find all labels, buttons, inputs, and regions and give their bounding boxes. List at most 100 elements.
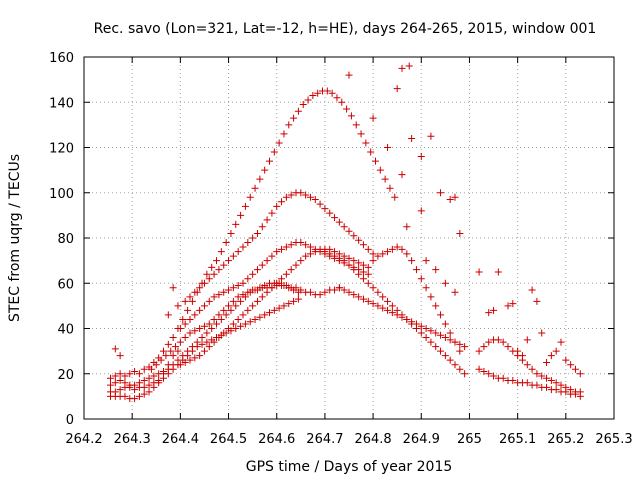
data-point-s7 (111, 379, 119, 387)
data-point-s0 (140, 365, 148, 373)
data-point-s10 (374, 252, 382, 260)
data-point-s0 (227, 229, 235, 237)
data-point-s2 (273, 248, 281, 256)
data-point-s6 (251, 315, 259, 323)
data-point-s0 (164, 340, 172, 348)
data-point-s6 (169, 365, 177, 373)
data-point-s12 (504, 343, 512, 351)
data-point-s6 (135, 392, 143, 400)
data-point-s9 (393, 311, 401, 319)
data-point-s6 (227, 327, 235, 335)
data-point-s12 (475, 347, 483, 355)
data-point-s4 (316, 291, 324, 299)
data-point-s3 (253, 297, 261, 305)
data-point-s2 (263, 257, 271, 265)
data-point-s12 (547, 377, 555, 385)
data-point-s2 (176, 325, 184, 332)
data-point-s2 (244, 275, 252, 283)
data-point-s3 (239, 311, 247, 319)
data-point-s13 (543, 383, 551, 391)
data-point-s6 (198, 340, 206, 348)
data-point-s1 (282, 193, 290, 201)
data-point-s13 (490, 372, 498, 380)
data-point-s5 (208, 325, 216, 332)
data-point-s6 (188, 347, 196, 355)
data-point-s1 (225, 257, 233, 265)
data-point-s1 (186, 293, 194, 301)
data-point-s8 (432, 343, 440, 351)
data-point-s10 (437, 311, 445, 319)
x-tick-label: 264.7 (306, 432, 343, 447)
data-point-s3 (311, 248, 319, 256)
data-point-s2 (234, 282, 242, 290)
data-point-s5 (241, 293, 249, 301)
data-point-s7 (111, 345, 119, 353)
data-point-s8 (422, 334, 430, 342)
data-point-s13 (509, 377, 517, 385)
data-point-s6 (241, 320, 249, 328)
data-point-s5 (222, 311, 230, 319)
data-point-s1 (268, 209, 276, 217)
data-point-s11 (417, 207, 425, 215)
data-point-s0 (323, 87, 331, 95)
data-point-s3 (234, 315, 242, 323)
y-tick-label: 20 (57, 368, 74, 383)
y-tick-labels: 0 20 40 60 80 100 120 140 160 (49, 51, 74, 428)
data-point-s7 (121, 379, 129, 387)
data-point-s1 (229, 252, 237, 260)
data-point-s1 (331, 214, 339, 222)
data-point-s11 (384, 144, 392, 151)
data-point-s1 (258, 223, 266, 231)
y-tick-label: 0 (66, 413, 74, 428)
y-tick-label: 60 (57, 277, 74, 292)
data-point-s8 (379, 293, 387, 301)
data-point-s2 (225, 286, 233, 294)
data-point-s10 (403, 250, 411, 258)
data-point-s0 (357, 130, 365, 138)
data-point-s8 (364, 279, 372, 287)
data-point-s3 (306, 250, 314, 258)
data-point-s9 (398, 313, 406, 321)
data-point-s11 (393, 85, 401, 93)
data-point-s1 (306, 193, 314, 201)
data-point-s1 (210, 270, 218, 278)
data-point-s4 (215, 311, 223, 319)
y-tick-label: 120 (49, 142, 74, 157)
data-point-s3 (186, 356, 194, 364)
data-point-s0 (116, 370, 124, 378)
data-point-s0 (188, 297, 196, 305)
data-point-s12 (485, 338, 493, 346)
data-point-s12 (538, 372, 546, 380)
data-point-s10 (432, 302, 440, 310)
data-point-s10 (417, 275, 425, 283)
data-point-s0 (270, 148, 278, 156)
data-point-s9 (422, 325, 430, 332)
data-point-s0 (121, 372, 129, 380)
data-point-s1 (335, 218, 343, 226)
data-point-s1 (350, 232, 358, 240)
data-point-s4 (162, 352, 170, 360)
data-point-s1 (200, 279, 208, 287)
chart-title: Rec. savo (Lon=321, Lat=-12, h=HE), days… (94, 21, 597, 37)
data-point-s12 (543, 374, 551, 382)
data-point-s7 (116, 377, 124, 385)
data-point-s5 (280, 282, 288, 290)
data-point-s11 (441, 279, 449, 287)
y-tick-label: 40 (57, 323, 74, 338)
data-point-s11 (405, 62, 413, 70)
data-point-s12 (494, 336, 502, 344)
data-point-s8 (456, 365, 464, 373)
data-point-s4 (306, 288, 314, 296)
data-point-s4 (191, 327, 199, 335)
data-point-s13 (533, 381, 541, 389)
data-point-s0 (362, 139, 370, 147)
data-point-s10 (446, 329, 454, 337)
data-point-s6 (140, 390, 148, 398)
data-point-s9 (388, 309, 396, 317)
data-point-s10 (398, 245, 406, 253)
data-point-s9 (408, 318, 416, 326)
data-point-s3 (350, 257, 358, 265)
data-point-s7 (116, 352, 124, 360)
data-point-s0 (237, 211, 245, 219)
data-point-s0 (256, 175, 264, 183)
